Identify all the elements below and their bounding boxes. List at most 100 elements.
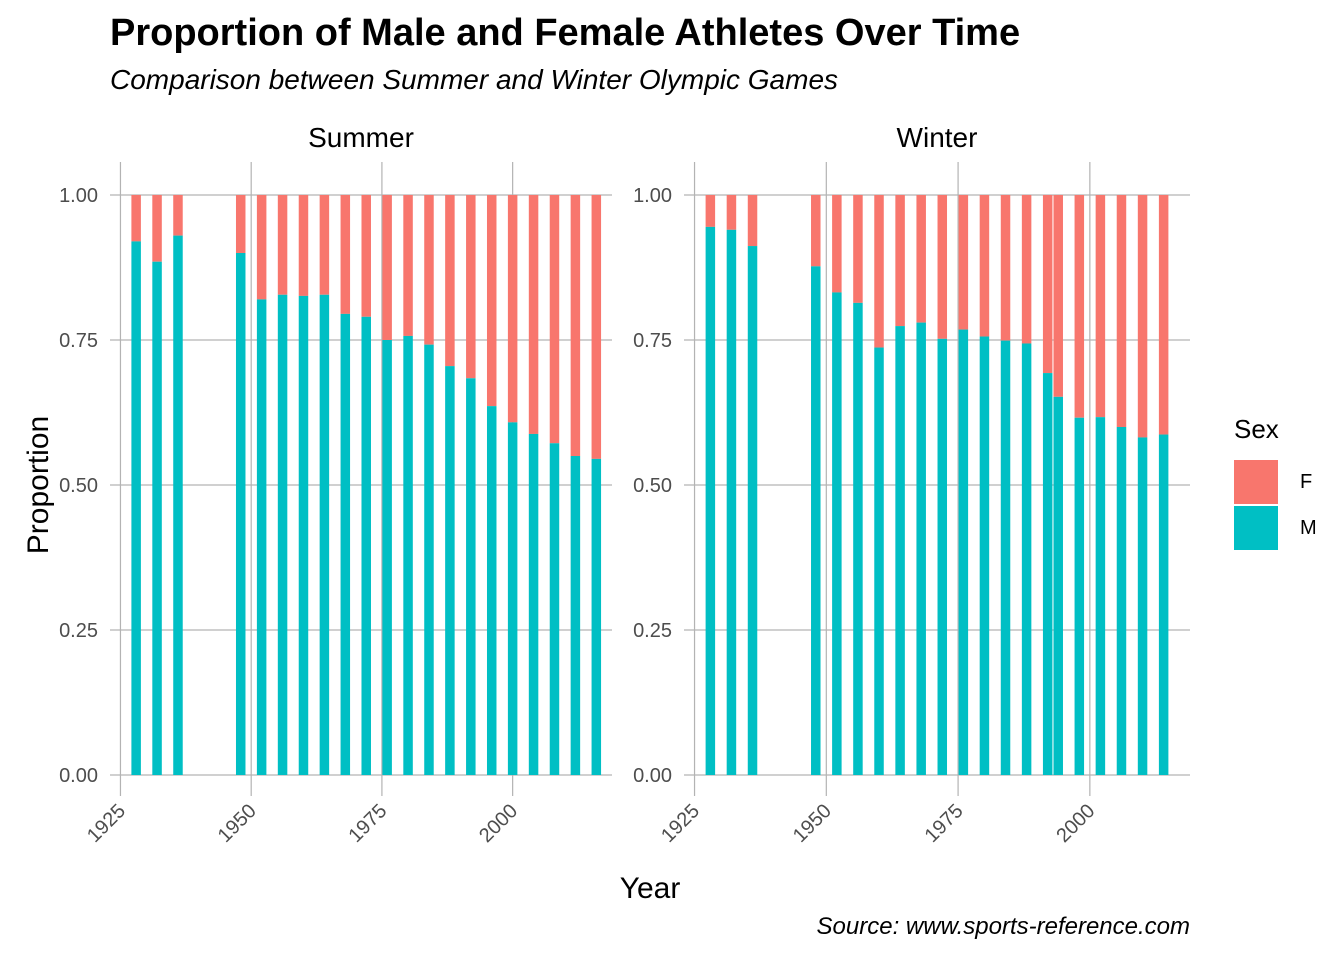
y-tick-label: 0.50 [59,475,98,497]
bar-female-winter-1976 [958,195,969,330]
bar-male-summer-1968 [340,313,351,775]
bar-male-summer-2008 [549,443,560,775]
bar-male-summer-1956 [277,294,288,775]
y-tick-label: 0.75 [633,330,672,352]
bar-female-summer-1952 [256,195,267,300]
bar-male-summer-1936 [173,235,183,776]
y-tick-label: 1.00 [633,185,672,207]
bar-male-summer-1960 [298,295,309,775]
legend: Sex F M [1234,414,1317,551]
bar-male-summer-2000 [507,422,518,775]
x-tick-label: 1950 [789,800,836,847]
bar-female-summer-1996 [486,195,497,407]
bar-female-winter-1998 [1074,195,1085,418]
bar-female-summer-1972 [361,195,371,317]
bar-male-winter-1984 [1000,340,1011,775]
bar-female-summer-1936 [173,195,183,236]
bar-female-winter-1948 [811,195,821,267]
x-axis-label: Year [620,872,681,905]
bar-female-winter-2010 [1137,195,1148,438]
bar-male-summer-1996 [486,406,497,775]
bar-male-winter-2014 [1158,434,1169,775]
legend-item-male: M [1234,505,1317,551]
bar-male-winter-1956 [853,302,863,775]
bar-female-summer-1932 [152,195,162,262]
bar-male-summer-1948 [235,253,246,775]
y-tick-label: 0.50 [633,475,672,497]
facet-label-summer: Summer [308,122,414,153]
bar-female-winter-1928 [705,195,716,227]
bar-male-summer-1980 [403,335,413,775]
legend-label-male: M [1300,516,1317,539]
x-tick-label: 1975 [344,800,391,847]
bar-female-winter-2006 [1116,195,1127,427]
bar-male-winter-1948 [811,266,821,775]
bar-female-winter-2002 [1095,195,1106,418]
bar-female-summer-1928 [131,195,141,242]
bar-male-summer-1964 [319,294,330,775]
bar-female-summer-2004 [528,195,539,434]
bar-male-summer-1972 [361,316,371,775]
facet-label-winter: Winter [896,122,978,153]
y-tick-label: 0.75 [59,330,98,352]
bar-male-summer-1984 [424,344,434,775]
bar-female-summer-2016 [591,195,602,459]
x-tick-label: 2000 [1052,800,1099,847]
bar-male-summer-2012 [570,456,581,775]
bar-female-summer-1968 [340,195,351,314]
bar-female-winter-1994 [1053,195,1063,397]
bar-male-winter-2002 [1095,417,1106,775]
bar-male-summer-1976 [382,340,392,775]
bar-male-summer-1992 [466,378,476,775]
bar-female-winter-1936 [747,195,758,247]
legend-item-female: F [1234,459,1317,505]
bar-male-winter-1968 [916,322,926,775]
bar-male-winter-1976 [958,329,969,775]
bar-female-summer-1960 [298,195,309,296]
chart-subtitle: Comparison between Summer and Winter Oly… [110,64,839,95]
bar-male-winter-1952 [832,292,842,775]
bar-male-summer-1952 [256,299,267,775]
bar-female-winter-1968 [916,195,926,323]
bar-male-winter-2006 [1116,427,1127,775]
bar-female-winter-1972 [937,195,948,339]
y-axis-label: Proportion [22,416,55,554]
bar-male-winter-1928 [705,226,716,775]
x-tick-label: 1950 [214,800,261,847]
chart-title: Proportion of Male and Female Athletes O… [110,12,1021,54]
bar-female-winter-1988 [1021,195,1032,344]
bar-female-winter-1932 [726,195,737,230]
bar-male-summer-2004 [528,433,539,775]
x-tick-label: 2000 [475,800,522,847]
y-tick-label: 0.25 [59,620,98,642]
bar-female-summer-1984 [424,195,434,345]
legend-title: Sex [1234,414,1279,444]
bar-male-summer-1928 [131,241,141,775]
bar-male-winter-1932 [726,229,737,776]
source-caption: Source: www.sports-reference.com [816,913,1190,940]
bar-female-summer-1948 [235,195,246,253]
bar-male-summer-2016 [591,458,602,775]
bar-female-winter-1984 [1000,195,1011,341]
bar-male-winter-1964 [895,326,905,775]
bar-female-winter-1952 [832,195,842,293]
bar-female-summer-1988 [445,195,455,367]
legend-key-female [1234,460,1278,504]
y-tick-label: 0.00 [633,765,672,787]
bar-female-summer-1976 [382,195,392,340]
y-tick-label: 0.00 [59,765,98,787]
bar-male-winter-1998 [1074,417,1085,775]
bar-female-summer-1964 [319,195,330,295]
bar-female-winter-1992 [1042,195,1053,374]
bar-male-winter-1936 [747,246,758,776]
bar-female-summer-1992 [466,195,476,379]
bar-female-winter-1980 [979,195,990,337]
bar-female-summer-1980 [403,195,413,336]
bar-male-winter-1960 [874,347,884,775]
x-tick-label: 1975 [921,800,968,847]
bar-female-winter-1960 [874,195,884,348]
x-tick-label: 1925 [657,800,704,847]
legend-label-female: F [1300,470,1313,493]
bar-male-winter-1972 [937,338,948,775]
bar-male-winter-1994 [1053,396,1063,775]
